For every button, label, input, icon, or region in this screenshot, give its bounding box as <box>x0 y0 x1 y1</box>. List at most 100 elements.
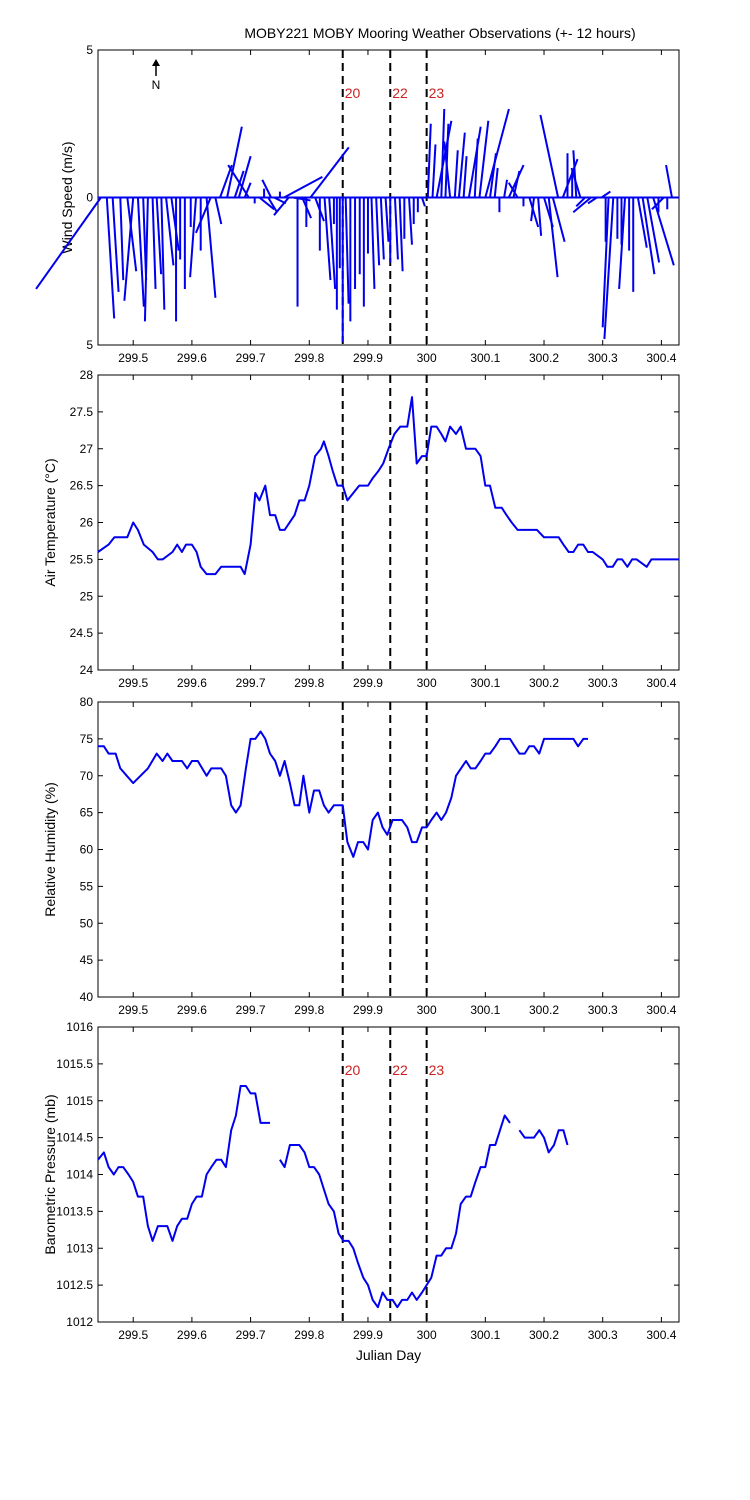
panel-4-y-tick-label: 1015.5 <box>56 1057 93 1071</box>
panel-4-x-tick-label: 299.7 <box>236 1328 266 1342</box>
panel-1-wind-vector <box>618 197 627 290</box>
panel-1-wind-vector <box>426 123 432 198</box>
panel-1-wind-vector <box>603 197 615 340</box>
panel-1-wind-vector <box>170 197 180 251</box>
panel-4-x-tick-label: 300.2 <box>529 1328 559 1342</box>
panel-1-wind-vector <box>111 197 120 292</box>
panel-1-event-label: 22 <box>392 85 408 101</box>
panel-1-wind-vector <box>539 114 560 198</box>
panel-1-wind-vector <box>587 196 598 205</box>
panel-1-wind-vector <box>344 197 350 304</box>
panel-4-series-line <box>97 1085 270 1242</box>
panel-1-wind-vector <box>393 197 399 260</box>
panel-1-wind-vector <box>226 126 243 198</box>
panel-1-wind-vector <box>453 150 459 198</box>
panel-1-wind-vector <box>457 132 466 198</box>
panel-1-wind-vector <box>489 153 497 198</box>
panel-4-x-tick-label: 300.1 <box>470 1328 500 1342</box>
panel-2-y-tick-label: 28 <box>80 368 94 382</box>
panel-1-wind-vector <box>467 126 482 198</box>
panel-3-y-tick-label: 40 <box>80 990 94 1004</box>
panel-4-y-tick-label: 1014 <box>66 1168 93 1182</box>
panel-1-wind-vector <box>421 197 426 207</box>
panel-1-wind-vector <box>443 141 452 198</box>
panel-1-wind-vector <box>570 167 582 198</box>
panel-3-x-tick-label: 300.3 <box>588 1003 618 1017</box>
panel-1-wind-vector <box>143 197 149 322</box>
panel-1-wind-vector <box>601 197 610 328</box>
panel-1-wind-vector <box>237 155 252 198</box>
panel-2-y-tick-label: 27 <box>80 442 94 456</box>
panel-2-x-tick-label: 300.1 <box>470 676 500 690</box>
panel-1-wind-vector <box>328 197 337 290</box>
panel-4-y-tick-label: 1013 <box>66 1241 93 1255</box>
panel-1-wind-vector <box>126 197 138 272</box>
panel-2-y-tick-label: 24 <box>80 663 94 677</box>
panel-1-wind-vector <box>537 197 543 236</box>
panel-1-wind-vector <box>243 182 252 198</box>
panel-1-x-tick-label: 299.8 <box>294 351 324 365</box>
panel-2-y-tick-label: 25.5 <box>70 552 94 566</box>
panel-1-wind-vector <box>214 197 223 225</box>
panel-3-y-tick-label: 80 <box>80 695 94 709</box>
panel-2-x-tick-label: 300.3 <box>588 676 618 690</box>
panel-1-x-tick-label: 300.3 <box>588 351 618 365</box>
panel-4-x-axis-label: Julian Day <box>356 1347 421 1363</box>
panel-1-wind-vector <box>160 197 166 310</box>
panel-2-x-tick-label: 300.4 <box>646 676 676 690</box>
panel-4-event-label: 20 <box>345 1062 361 1078</box>
panel-1-wind-vector <box>473 138 479 198</box>
panel-3-x-tick-label: 299.7 <box>236 1003 266 1017</box>
panel-1-wind-vector <box>219 164 233 198</box>
panel-3-y-tick-label: 70 <box>80 769 94 783</box>
panel-1-wind-vector <box>151 197 157 289</box>
panel-4-x-tick-label: 300 <box>417 1328 437 1342</box>
panel-1-x-tick-label: 300.2 <box>529 351 559 365</box>
panel-3-x-tick-label: 299.6 <box>177 1003 207 1017</box>
north-arrowhead-icon <box>152 59 160 66</box>
panel-1-wind-vector <box>155 197 163 275</box>
panel-4-series-line <box>518 1129 569 1154</box>
panel-1-wind-vector <box>600 190 611 199</box>
panel-2-x-tick-label: 299.8 <box>294 676 324 690</box>
panel-4-y-tick-label: 1015 <box>66 1094 93 1108</box>
panel-1-wind-vector <box>119 197 125 281</box>
panel-2-y-axis-label: Air Temperature (°C) <box>42 458 58 586</box>
panel-1-wind-vector <box>646 197 661 263</box>
panel-3-x-tick-label: 299.9 <box>353 1003 383 1017</box>
panel-3-y-tick-label: 45 <box>80 953 94 967</box>
panel-1-wind-vector <box>398 197 404 272</box>
panel-1-wind-vector <box>205 197 217 298</box>
panel-4-y-axis-label: Barometric Pressure (mb) <box>42 1094 58 1254</box>
panel-1-x-tick-label: 299.7 <box>236 351 266 365</box>
panel-3-x-tick-label: 299.8 <box>294 1003 324 1017</box>
panel-1-x-tick-label: 300.4 <box>646 351 676 365</box>
panel-1-wind-vector <box>283 175 323 199</box>
panel-3-frame <box>97 701 680 998</box>
panel-3-y-tick-label: 50 <box>80 916 94 930</box>
panel-2-y-tick-label: 27.5 <box>70 405 94 419</box>
panel-1-wind-vector <box>651 196 665 211</box>
panel-4-x-tick-label: 299.5 <box>118 1328 148 1342</box>
panel-1-wind-vector <box>493 167 499 198</box>
panel-1-wind-vector <box>572 150 578 198</box>
panel-3-x-tick-label: 300 <box>417 1003 437 1017</box>
panel-2-x-tick-label: 299.6 <box>177 676 207 690</box>
panel-3-x-tick-label: 300.1 <box>470 1003 500 1017</box>
panel-1-wind-vector <box>431 144 437 198</box>
panel-3-y-axis-label: Relative Humidity (%) <box>42 782 58 917</box>
panel-4-y-tick-label: 1013.5 <box>56 1204 93 1218</box>
panel-1-wind-vector <box>105 197 116 319</box>
panel-1-wind-vector <box>503 179 509 198</box>
panel-1-y-tick-label: 5 <box>86 43 93 57</box>
panel-1-wind-vector <box>323 197 332 281</box>
panel-3-x-tick-label: 299.5 <box>118 1003 148 1017</box>
panel-1-wind-vector <box>267 196 278 213</box>
panel-1-wind-vector <box>478 120 490 198</box>
panel-4-y-tick-label: 1016 <box>66 1020 93 1034</box>
panel-1-event-label: 23 <box>429 85 445 101</box>
panel-1-wind-vector <box>195 197 212 234</box>
panel-4-x-tick-label: 299.8 <box>294 1328 324 1342</box>
panel-1-wind-vector <box>408 197 413 245</box>
